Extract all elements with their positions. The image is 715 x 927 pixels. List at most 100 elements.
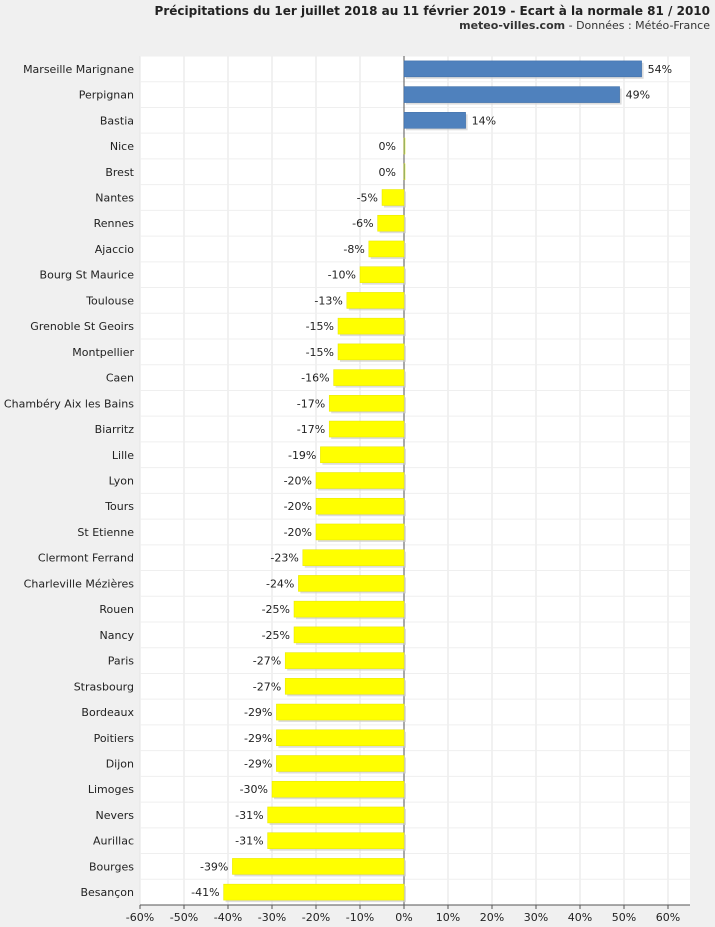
bar bbox=[293, 600, 405, 618]
x-tick-label: -40% bbox=[214, 911, 242, 924]
bar bbox=[368, 240, 405, 258]
category-label: Nancy bbox=[100, 629, 135, 642]
data-label: -31% bbox=[235, 809, 263, 822]
category-label: Grenoble St Geoirs bbox=[30, 320, 134, 333]
data-label: 14% bbox=[472, 114, 496, 127]
category-label: Bastia bbox=[100, 114, 134, 127]
category-label: Tours bbox=[104, 500, 134, 513]
bar bbox=[276, 729, 405, 747]
category-label: Rennes bbox=[94, 217, 135, 230]
bar bbox=[267, 832, 405, 849]
category-label: Strasbourg bbox=[74, 680, 134, 693]
bar bbox=[403, 112, 466, 129]
x-tick-label: 40% bbox=[568, 911, 592, 924]
bar bbox=[403, 86, 620, 103]
x-tick-label: 30% bbox=[524, 911, 548, 924]
data-label: 0% bbox=[379, 140, 396, 153]
x-tick-label: -60% bbox=[126, 911, 154, 924]
bar bbox=[359, 266, 405, 283]
category-label: Nevers bbox=[95, 809, 134, 822]
bar bbox=[284, 652, 405, 669]
category-label: Nice bbox=[110, 140, 134, 153]
x-tick-label: -30% bbox=[258, 911, 286, 924]
bar bbox=[232, 858, 405, 875]
data-label: -27% bbox=[253, 680, 281, 693]
data-label: -10% bbox=[328, 269, 356, 282]
data-label: -25% bbox=[262, 603, 290, 616]
data-label: 49% bbox=[626, 89, 650, 102]
data-label: -41% bbox=[191, 886, 219, 899]
category-label: Lyon bbox=[109, 475, 134, 488]
bar bbox=[284, 678, 405, 695]
bar bbox=[315, 472, 405, 489]
category-label: Rouen bbox=[99, 603, 134, 616]
data-label: -15% bbox=[306, 346, 334, 359]
data-label: -20% bbox=[284, 475, 312, 488]
data-label: -24% bbox=[266, 577, 294, 590]
bar bbox=[328, 395, 405, 412]
data-label: -30% bbox=[240, 783, 268, 796]
chart-subtitle: meteo-villes.com - Données : Météo-Franc… bbox=[459, 19, 710, 32]
data-label: -5% bbox=[357, 192, 378, 205]
data-label: -31% bbox=[235, 835, 263, 848]
data-label: -27% bbox=[253, 655, 281, 668]
data-label: -23% bbox=[270, 552, 298, 565]
data-label: -17% bbox=[297, 423, 325, 436]
category-label: Montpellier bbox=[72, 346, 134, 359]
bar bbox=[293, 626, 405, 644]
x-tick-label: -10% bbox=[346, 911, 374, 924]
data-label: -20% bbox=[284, 526, 312, 539]
plot-area: -60% -50% -40% -30% -20% -10% 0% 10% 20% 30% 40% 50… bbox=[4, 55, 690, 924]
data-label: 54% bbox=[648, 63, 672, 76]
bar bbox=[302, 549, 405, 566]
category-label: Nantes bbox=[95, 192, 134, 205]
category-label: Bourg St Maurice bbox=[40, 269, 135, 282]
bar bbox=[337, 343, 405, 361]
bar bbox=[276, 755, 405, 772]
x-tick-label: 10% bbox=[436, 911, 460, 924]
bar bbox=[346, 292, 405, 309]
x-tick-label: 20% bbox=[480, 911, 504, 924]
data-label: -29% bbox=[244, 732, 272, 745]
category-label: Brest bbox=[105, 166, 134, 179]
data-label: -19% bbox=[288, 449, 316, 462]
bar bbox=[377, 214, 405, 232]
category-label: Bourges bbox=[89, 860, 134, 873]
category-label: Chambéry Aix les Bains bbox=[4, 397, 134, 410]
category-label: Charleville Mézières bbox=[24, 577, 135, 590]
bar bbox=[315, 497, 405, 515]
category-label: Biarritz bbox=[95, 423, 135, 436]
bar bbox=[403, 137, 406, 155]
category-label: Lille bbox=[112, 449, 134, 462]
category-label: Bordeaux bbox=[81, 706, 134, 719]
data-label: -8% bbox=[343, 243, 364, 256]
data-label: -39% bbox=[200, 860, 228, 873]
data-label: 0% bbox=[379, 166, 396, 179]
category-label: Marseille Marignane bbox=[23, 63, 134, 76]
data-label: -29% bbox=[244, 758, 272, 771]
bar bbox=[403, 60, 642, 78]
data-label: -20% bbox=[284, 500, 312, 513]
subtitle-site: meteo-villes.com bbox=[459, 19, 565, 32]
bar bbox=[320, 446, 405, 464]
data-label: -13% bbox=[314, 294, 342, 307]
bar bbox=[271, 780, 405, 798]
chart-title: Précipitations du 1er juillet 2018 au 11… bbox=[155, 4, 710, 18]
x-tick-label: -50% bbox=[170, 911, 198, 924]
category-label: Perpignan bbox=[79, 89, 134, 102]
x-tick-label: 0% bbox=[395, 911, 412, 924]
category-label: Aurillac bbox=[93, 835, 134, 848]
category-label: Dijon bbox=[106, 758, 134, 771]
bar bbox=[276, 703, 405, 721]
category-label: Ajaccio bbox=[95, 243, 134, 256]
x-tick-label: 60% bbox=[656, 911, 680, 924]
bar bbox=[337, 317, 405, 335]
bar bbox=[315, 523, 405, 541]
data-label: -15% bbox=[306, 320, 334, 333]
bar bbox=[328, 420, 405, 438]
category-label: Toulouse bbox=[85, 294, 134, 307]
bar bbox=[298, 575, 405, 592]
category-label: Poitiers bbox=[94, 732, 135, 745]
